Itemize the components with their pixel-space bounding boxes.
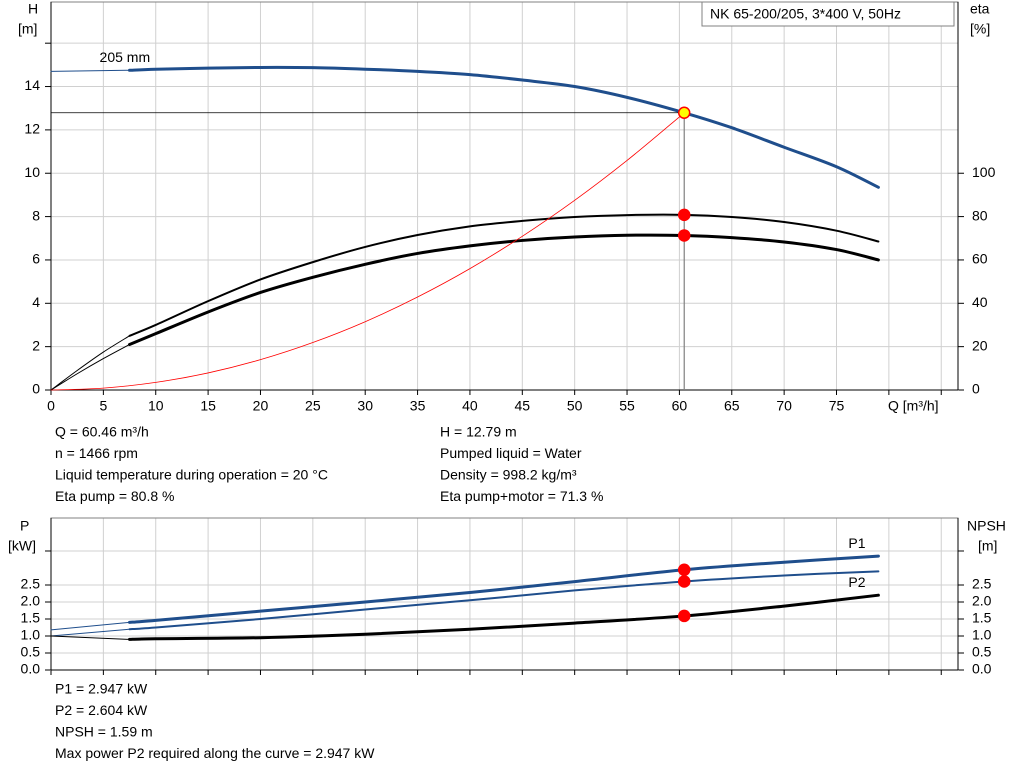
x-tick-label: 20 [253,398,269,414]
y-tick-label: 0 [32,381,40,397]
y2-tick-label: 100 [972,164,996,180]
readout: Q = 60.46 m³/h [55,424,149,440]
operating-point-marker [677,208,691,222]
readout: Liquid temperature during operation = 20… [55,467,328,483]
x-tick-label: 5 [99,398,107,414]
y-tick-label: 10 [24,164,40,180]
y2-axis-label: NPSH [967,518,1006,534]
x-tick-label: 50 [567,398,583,414]
x-tick-label: 0 [47,398,55,414]
curve [128,570,880,631]
y-axis-label: H [28,1,38,17]
y-axis-unit: [kW] [8,538,36,554]
title-box [701,1,955,27]
curve [50,628,131,637]
series-label: P2 [848,574,865,590]
chart-title: NK 65-200/205, 3*400 V, 50Hz [710,6,901,22]
x-tick-label: 70 [776,398,792,414]
y2-tick-label: 0.5 [972,644,992,660]
y2-tick-label: 20 [972,337,988,353]
readout: Max power P2 required along the curve = … [55,745,375,761]
readout: Eta pump+motor = 71.3 % [440,488,603,504]
curve [50,635,131,640]
curve [128,233,880,346]
y-tick-label: 0.5 [21,644,41,660]
operating-point-marker [677,575,691,588]
series-label: P1 [848,535,865,551]
y-tick-label: 2.5 [21,576,41,592]
y2-tick-label: 60 [972,251,988,267]
curve [50,69,131,72]
curve [128,213,880,337]
x-tick-label: 55 [619,398,635,414]
curve [128,65,880,189]
y-tick-label: 6 [32,251,40,267]
y2-tick-label: 1.5 [972,610,992,626]
readout: P2 = 2.604 kW [55,702,148,718]
x-tick-label: 30 [357,398,373,414]
y-tick-label: 0.0 [21,661,41,677]
readout: n = 1466 rpm [55,445,138,461]
y-tick-label: 12 [24,121,40,137]
y2-tick-label: 2.5 [972,576,992,592]
y2-tick-label: 80 [972,207,988,223]
readout: Eta pump = 80.8 % [55,488,174,504]
series-label: 205 mm [100,49,151,65]
y-axis-label: P [20,518,29,534]
plot: 0 5 10 15 20 25 30 35 40 45 50 55 60 65 70 75 0 2 4 6 8 10 12 1… [24,1,996,414]
x-tick-label: 15 [200,398,216,414]
curve [128,593,880,641]
x-tick-label: 75 [829,398,845,414]
y-tick-label: 4 [32,294,40,310]
operating-point-marker [677,609,691,623]
y-tick-label: 1.0 [21,627,41,643]
y2-tick-label: 0 [972,381,980,397]
operating-point-marker [677,563,691,577]
curve [50,111,686,391]
readout: Density = 998.2 kg/m³ [440,467,577,483]
curve [50,335,131,391]
readout: Pumped liquid = Water [440,445,582,461]
y-tick-label: 8 [32,207,40,223]
curve [50,621,131,631]
x-tick-label: 60 [672,398,688,414]
x-tick-label: 40 [462,398,478,414]
y-tick-label: 1.5 [21,610,41,626]
y2-axis-unit: [%] [970,21,990,37]
x-tick-label: 35 [410,398,426,414]
operating-point-marker [677,106,691,120]
y-tick-label: 2.0 [21,593,41,609]
y2-axis-unit: [m] [978,538,997,554]
y2-axis-label: eta [970,1,990,17]
y-tick-label: 14 [24,77,40,93]
curve [50,343,131,391]
x-axis-label: Q [m³/h] [888,398,939,414]
readout: P1 = 2.947 kW [55,681,148,697]
readout: H = 12.79 m [440,424,517,440]
x-tick-label: 25 [305,398,321,414]
y2-tick-label: 40 [972,294,988,310]
y-axis-unit: [m] [18,21,37,37]
plot: 0.00.51.01.52.02.50.00.51.01.52.02.5 [21,517,992,677]
x-tick-label: 45 [515,398,531,414]
x-tick-label: 65 [724,398,740,414]
readout: NPSH = 1.59 m [55,724,153,740]
curve [128,554,880,624]
y2-tick-label: 2.0 [972,593,992,609]
y2-tick-label: 0.0 [972,661,992,677]
y-tick-label: 2 [32,337,40,353]
x-tick-label: 10 [148,398,164,414]
operating-point-marker [677,229,691,242]
y2-tick-label: 1.0 [972,627,992,643]
